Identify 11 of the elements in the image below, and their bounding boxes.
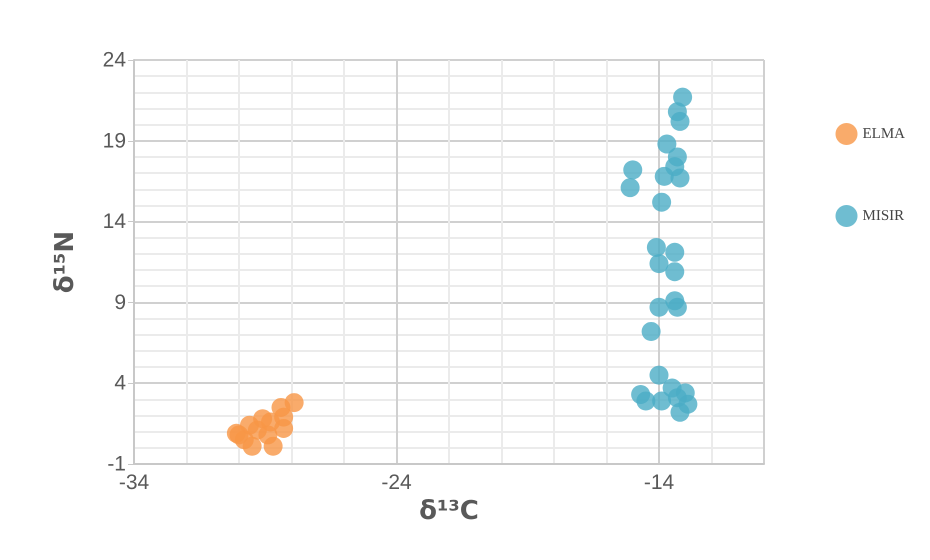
legend-label: ELMA	[862, 126, 906, 142]
x-tick-label: -14	[644, 471, 674, 494]
y-tick-label: 4	[114, 372, 126, 395]
y-tick-label: 14	[102, 210, 126, 234]
legend-label: MISIR	[862, 208, 904, 224]
x-tick-label: -24	[381, 471, 412, 494]
y-tick-label: 19	[102, 129, 126, 152]
y-tick-label: 9	[114, 290, 126, 314]
y-tick-label: 24	[102, 48, 126, 72]
x-axis-title: δ¹³C	[419, 496, 479, 526]
y-axis-title: δ¹⁵N	[50, 230, 80, 294]
